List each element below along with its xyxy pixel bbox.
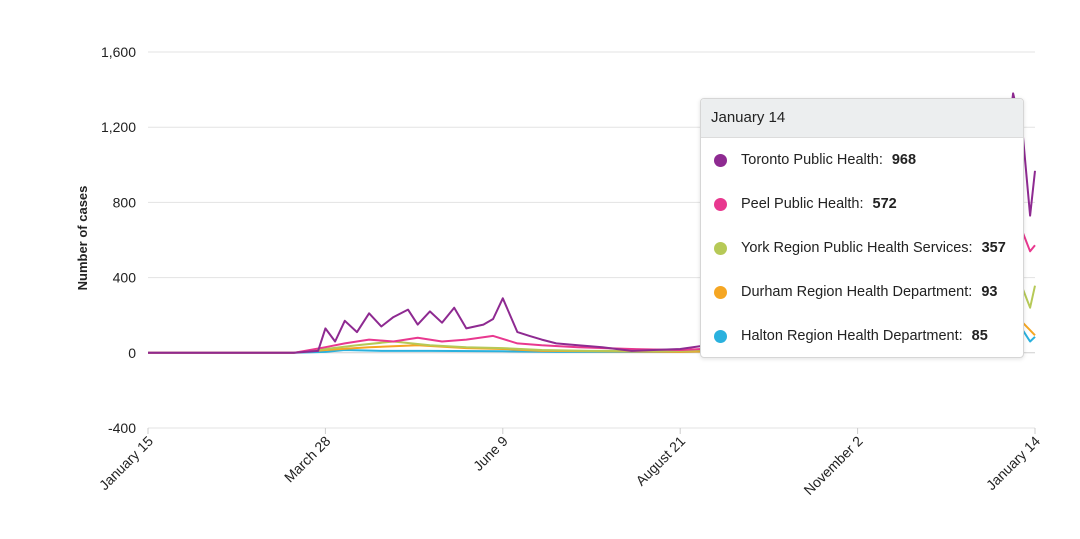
y-axis-ticks: 1,600 1,200 800 400 0 -400 (101, 44, 136, 436)
y-tick-label: 400 (113, 270, 137, 286)
tooltip-row-halton: Halton Region Health Department: 85 (701, 314, 1023, 358)
tooltip-series-label: Peel Public Health: (741, 196, 864, 212)
y-axis-label: Number of cases (75, 186, 90, 291)
series-color-dot (714, 329, 727, 343)
series-color-dot (714, 197, 727, 211)
x-tick-label: March 28 (281, 433, 334, 486)
tooltip-row-durham: Durham Region Health Department: 93 (701, 270, 1023, 314)
x-tick-label: November 2 (800, 433, 865, 498)
tooltip-series-label: York Region Public Health Services: (741, 240, 973, 256)
tooltip-row-york: York Region Public Health Services: 357 (701, 226, 1023, 270)
x-tick-label: January 14 (983, 433, 1043, 493)
series-color-dot (714, 285, 727, 299)
tooltip-series-value: 93 (981, 284, 998, 300)
tooltip-series-value: 572 (872, 196, 897, 212)
y-tick-label: 0 (128, 345, 136, 361)
y-tick-label: -400 (108, 420, 136, 436)
y-tick-label: 800 (113, 194, 137, 210)
tooltip-series-label: Halton Region Health Department: (741, 328, 963, 344)
x-tick-label: June 9 (470, 433, 511, 474)
tooltip-series-value: 968 (891, 152, 917, 168)
tooltip-series-value: 357 (981, 240, 1006, 256)
y-tick-label: 1,200 (101, 119, 136, 135)
tooltip-series-label: Durham Region Health Department: (741, 284, 973, 300)
x-tick-label: August 21 (632, 433, 688, 489)
series-color-dot (714, 241, 727, 255)
tooltip-date: January 14 (701, 99, 1023, 138)
y-tick-label: 1,600 (101, 44, 136, 60)
x-tick-label: January 15 (96, 433, 156, 493)
tooltip-row-toronto: Toronto Public Health: 968 (701, 138, 1023, 182)
hover-tooltip: January 14 Toronto Public Health: 968 Pe… (700, 98, 1024, 358)
series-color-dot (714, 153, 727, 167)
x-axis-ticks: January 15 March 28 June 9 August 21 Novembe… (96, 428, 1043, 498)
tooltip-series-value: 85 (971, 328, 988, 344)
tooltip-series-label: Toronto Public Health: (741, 152, 883, 168)
tooltip-row-peel: Peel Public Health: 572 (701, 182, 1023, 226)
